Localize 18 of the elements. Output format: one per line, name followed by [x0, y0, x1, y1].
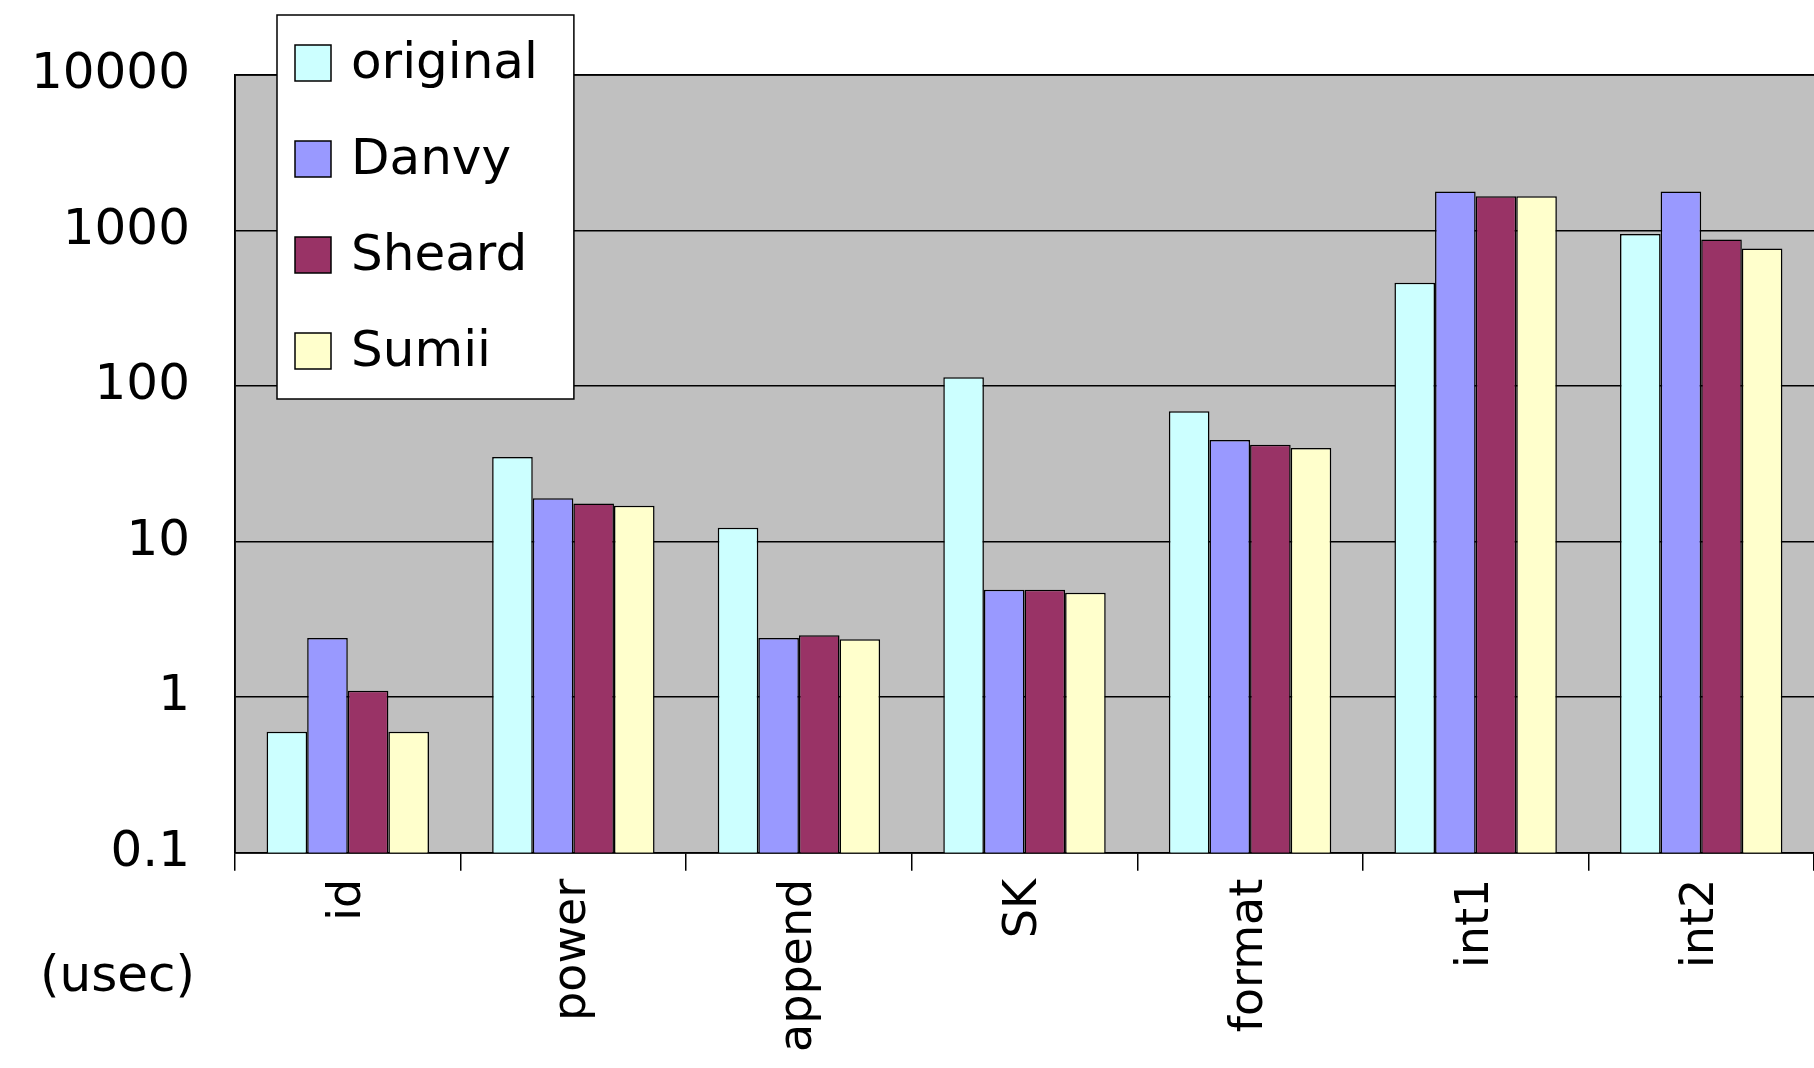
legend-label: Sheard: [351, 223, 528, 282]
y-tick-label: 10000: [30, 41, 190, 100]
x-tick-label: power: [542, 878, 597, 1021]
x-tick-label: SK: [993, 876, 1048, 939]
y-tick-label: 1000: [62, 197, 190, 256]
y-axis-title: (usec): [40, 944, 196, 1003]
x-tick-label: format: [1219, 878, 1274, 1033]
x-tick-label: int2: [1670, 878, 1725, 969]
legend-label: Sumii: [351, 319, 491, 378]
y-tick-label: 1: [158, 664, 190, 723]
x-tick-label: append: [767, 878, 822, 1053]
y-tick-label: 10: [126, 508, 190, 567]
x-tick-label: int1: [1444, 878, 1499, 969]
legend-label: original: [351, 31, 538, 90]
y-tick-label: 100: [94, 353, 190, 412]
legend-label: Danvy: [351, 127, 512, 186]
x-tick-label: id: [316, 878, 371, 921]
y-tick-label: 0.1: [110, 819, 190, 878]
